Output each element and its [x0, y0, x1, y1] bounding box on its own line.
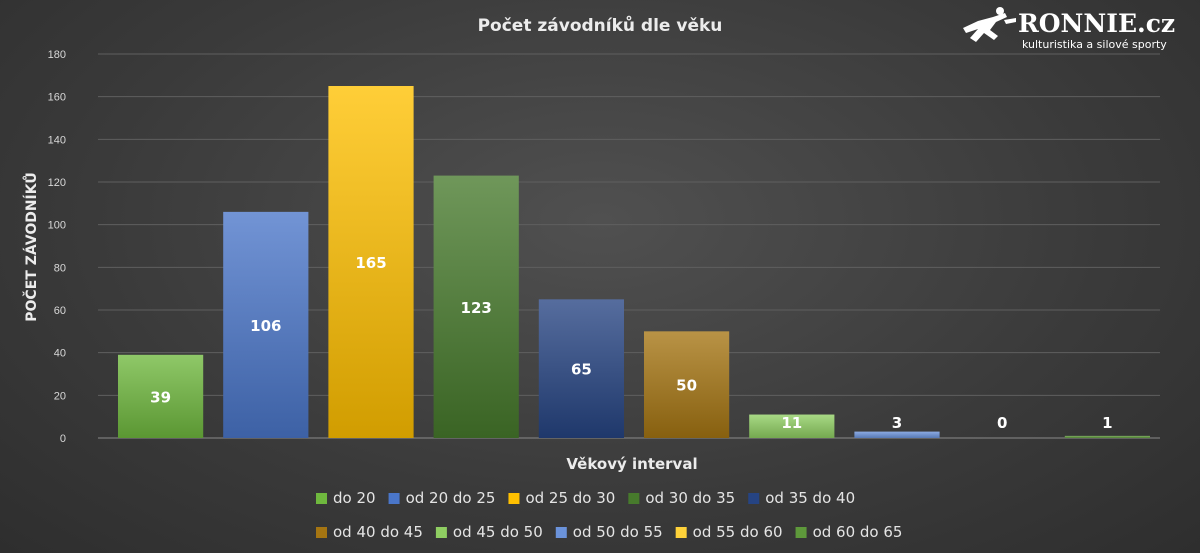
- data-labels: 39 106 165 123 65 50 11 3 0 1: [150, 254, 1112, 432]
- bar: [433, 175, 519, 438]
- y-tick-label: 60: [54, 305, 66, 317]
- y-tick-label: 0: [60, 433, 66, 445]
- data-label: 11: [781, 414, 802, 432]
- legend-label: od 25 do 30: [525, 489, 615, 507]
- legend-swatch: [555, 527, 567, 538]
- data-label: 106: [250, 317, 281, 335]
- runner-icon: [963, 7, 1016, 42]
- legend-label: od 45 do 50: [453, 523, 543, 541]
- bar: [1064, 435, 1151, 438]
- legend-label: od 55 do 60: [693, 523, 783, 541]
- legend-swatch: [675, 527, 687, 538]
- legend-label: od 35 do 40: [765, 489, 855, 507]
- bar: [854, 431, 940, 438]
- data-label: 39: [150, 388, 171, 406]
- data-label: 3: [892, 414, 902, 432]
- y-tick-label: 100: [48, 220, 66, 232]
- chart-title: Počet závodníků dle věku: [478, 14, 723, 36]
- legend-swatch: [748, 493, 760, 504]
- bar: [643, 331, 730, 438]
- legend-label: od 60 do 65: [813, 523, 903, 541]
- brand-name: RONNIE.cz: [1018, 9, 1175, 38]
- data-label: 165: [355, 254, 386, 272]
- legend-swatch: [508, 493, 520, 504]
- data-label: 1: [1102, 414, 1112, 432]
- bar: [117, 354, 204, 438]
- data-label: 50: [676, 377, 697, 395]
- y-axis-label: POČET ZÁVODNÍKŮ: [22, 172, 40, 321]
- brand-tagline: kulturistika a silové sporty: [1022, 38, 1167, 51]
- data-label: 123: [461, 299, 492, 317]
- data-label: 65: [571, 361, 592, 379]
- brand-logo: RONNIE.cz kulturistika a silové sporty: [963, 7, 1175, 51]
- y-axis-ticks: 0 20 40 60 80 100 120 140 160 180: [48, 49, 66, 445]
- legend-label: od 50 do 55: [573, 523, 663, 541]
- y-tick-label: 120: [48, 177, 66, 189]
- legend-swatch: [795, 527, 807, 538]
- legend-label: od 20 do 25: [406, 489, 496, 507]
- data-label: 0: [997, 414, 1007, 432]
- bar: [749, 414, 835, 438]
- y-tick-label: 160: [48, 92, 66, 104]
- y-tick-label: 40: [54, 348, 66, 360]
- bar: [538, 299, 625, 438]
- legend-swatch: [628, 493, 640, 504]
- y-tick-label: 140: [48, 134, 66, 146]
- legend: do 20 od 20 do 25 od 25 do 30 od 30 do 35 od…: [316, 489, 902, 541]
- legend-swatch: [435, 527, 447, 538]
- legend-swatch: [388, 493, 400, 504]
- bars: [117, 86, 1151, 438]
- y-tick-label: 20: [54, 390, 66, 402]
- legend-label: od 30 do 35: [645, 489, 735, 507]
- y-tick-label: 180: [48, 49, 66, 61]
- legend-label: do 20: [333, 489, 376, 507]
- bar: [223, 211, 309, 438]
- legend-label: od 40 do 45: [333, 523, 423, 541]
- legend-swatch: [316, 493, 327, 504]
- bar: [328, 86, 414, 438]
- y-tick-label: 80: [54, 262, 66, 274]
- legend-swatch: [316, 527, 327, 538]
- x-axis-label: Věkový interval: [566, 455, 697, 473]
